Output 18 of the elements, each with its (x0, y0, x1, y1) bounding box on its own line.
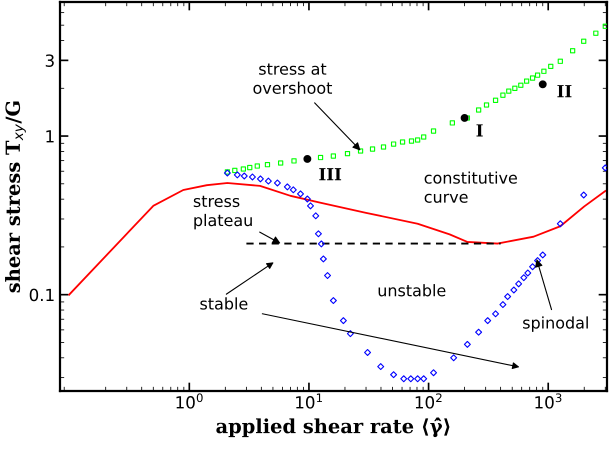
y-axis-title: shear stress T$_{xy}$/G (5, 101, 26, 292)
y-tick-label: 1 (46, 130, 54, 142)
annotation: stress at overshoot (253, 63, 332, 94)
annotation: III (319, 168, 342, 180)
annotation: I (476, 124, 483, 136)
x-tick-label: 10$^{0}$ (176, 393, 203, 409)
x-tick-label: 10$^{2}$ (416, 393, 442, 409)
annotation: stable (200, 297, 248, 310)
x-axis-title: applied shear rate ⟨γ̇̂⟩ (216, 418, 450, 438)
annotation: unstable (378, 284, 446, 296)
annotation: stress plateau (194, 196, 252, 230)
annotation: constitutive curve (424, 171, 517, 203)
annotation: spinodal (523, 316, 588, 332)
x-tick-label: 10$^{3}$ (535, 393, 562, 409)
annotation: II (557, 85, 572, 98)
y-tick-label: 3 (46, 54, 54, 67)
y-tick-label: 0.1 (30, 288, 54, 302)
x-tick-label: 10$^{1}$ (296, 394, 322, 409)
